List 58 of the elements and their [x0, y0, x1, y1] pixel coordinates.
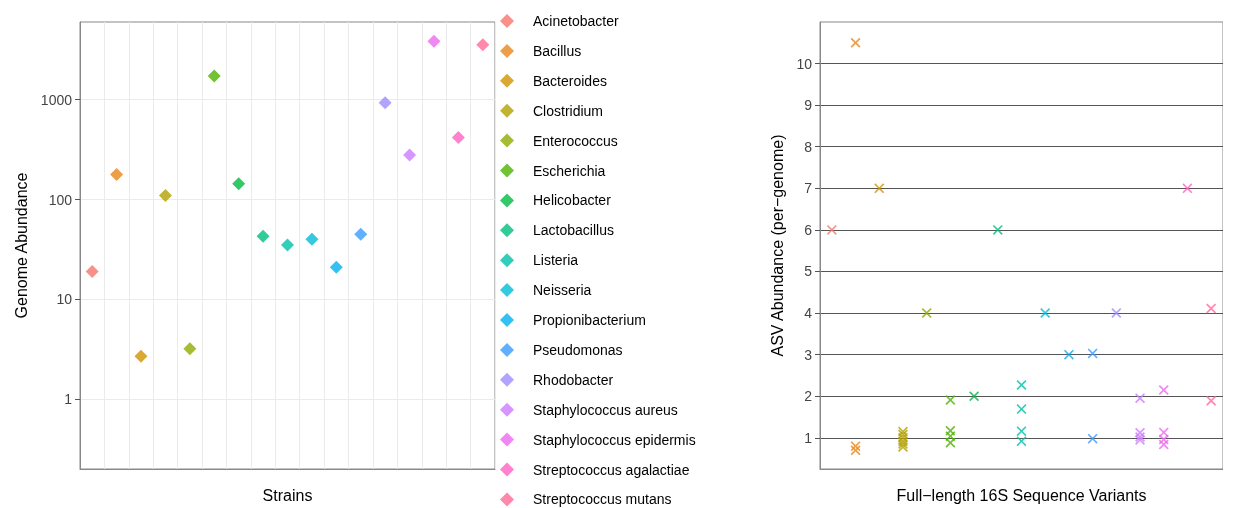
y-axis-title: Genome Abundance [13, 172, 31, 319]
point [183, 342, 197, 356]
y-tick-label: 10 [56, 291, 73, 308]
y-axis-title: ASV Abundance (per−genome) [769, 134, 787, 357]
legend-label: Enterococcus [533, 132, 618, 149]
point [158, 188, 172, 202]
point [969, 391, 980, 402]
y-tick-label: 5 [804, 263, 813, 280]
point [207, 69, 221, 83]
legend-label: Staphylococcus epidermis [533, 431, 696, 448]
point [476, 38, 490, 52]
legend-label: Streptococcus mutans [533, 491, 672, 508]
point [378, 96, 392, 110]
point [403, 148, 417, 162]
y-tick-label: 6 [804, 221, 813, 238]
point [329, 260, 343, 274]
legend-label: Propionibacterium [533, 312, 646, 328]
legend-label: Lactobacillus [533, 222, 614, 239]
y-tick-label: 10 [796, 55, 813, 72]
point [427, 34, 441, 48]
y-tick-label: 3 [804, 346, 813, 363]
legend-label: Escherichia [533, 162, 606, 179]
legend-label: Acinetobacter [533, 13, 619, 29]
legend-label: Staphylococcus aureus [533, 401, 678, 418]
legend-label: Streptococcus agalactiae [533, 461, 690, 478]
point [874, 183, 885, 194]
legend-label: Listeria [533, 252, 579, 269]
y-tick-label: 1 [804, 429, 813, 446]
point [232, 177, 246, 191]
point [134, 349, 148, 363]
y-tick-label: 100 [48, 191, 73, 208]
y-tick-label: 8 [804, 138, 813, 155]
legend-label: Bacteroides [533, 72, 607, 89]
point [110, 168, 124, 182]
point [256, 229, 270, 243]
point [281, 238, 294, 252]
y-tick-label: 9 [804, 97, 813, 114]
point [305, 232, 319, 246]
legend-label: Pseudomonas [533, 341, 623, 358]
point [85, 265, 99, 279]
legend-label: Helicobacter [533, 192, 612, 209]
point [1040, 308, 1051, 319]
legend-label: Neisseria [533, 282, 592, 299]
y-tick-label: 2 [804, 388, 813, 405]
y-tick-label: 1 [64, 391, 73, 408]
legend-label: Clostridium [533, 102, 604, 119]
x-axis-title: Strains [262, 486, 313, 504]
y-tick-label: 1000 [40, 91, 73, 108]
point [354, 227, 368, 241]
point [826, 224, 837, 235]
legend-label: Bacillus [533, 42, 582, 59]
point [1182, 183, 1193, 194]
y-tick-label: 4 [804, 305, 813, 322]
point [992, 224, 1003, 235]
point [451, 131, 465, 145]
legend-label: Rhodobacter [533, 371, 614, 388]
x-axis-title: Full−length 16S Sequence Variants [896, 486, 1147, 504]
y-tick-label: 7 [804, 180, 813, 197]
